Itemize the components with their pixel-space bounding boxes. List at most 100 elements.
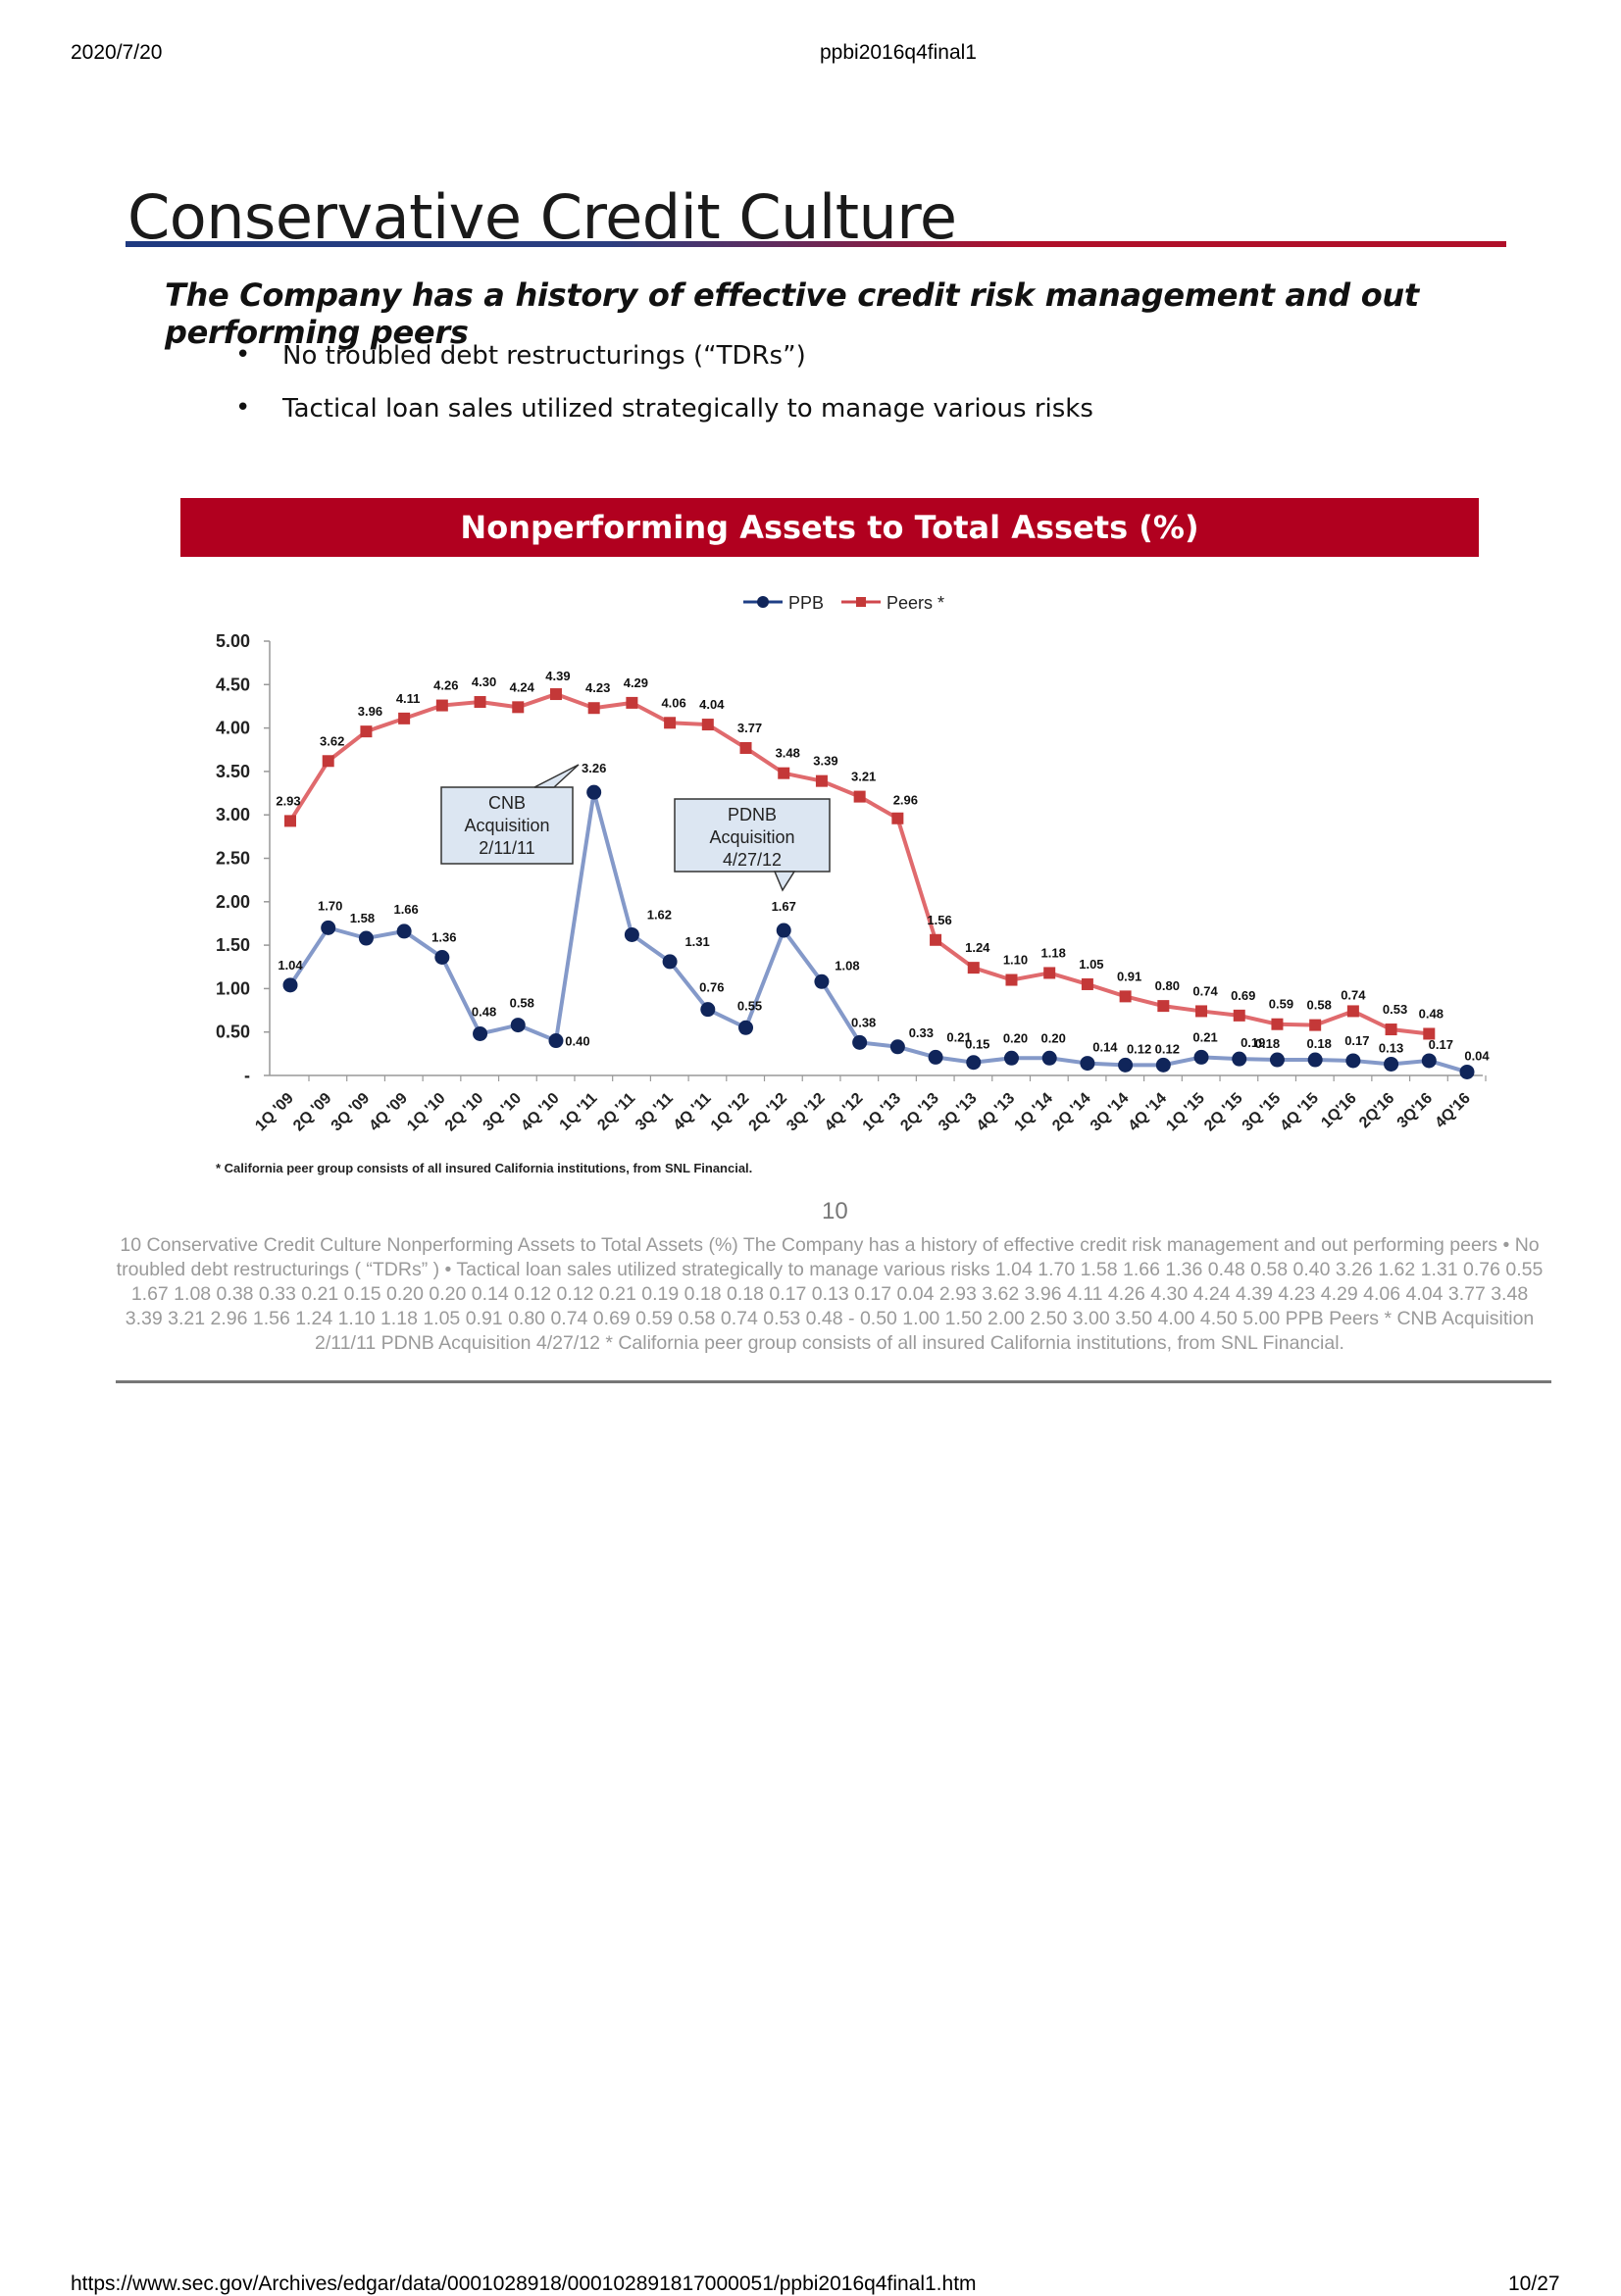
ppb-data-label: 0.15 (965, 1037, 989, 1052)
peers-data-label: 4.23 (585, 680, 610, 695)
ppb-data-label: 0.40 (565, 1034, 589, 1049)
ppb-data-point (1080, 1056, 1095, 1072)
peers-data-label: 4.24 (510, 679, 535, 694)
ppb-data-label: 1.66 (393, 902, 418, 917)
peers-data-point (664, 717, 677, 729)
x-tick-label: 3Q '12 (784, 1090, 829, 1135)
x-tick-label: 3Q '10 (481, 1090, 526, 1135)
x-tick-label: 2Q'16 (1356, 1090, 1397, 1131)
slide-alt-text: 10 Conservative Credit Culture Nonperfor… (116, 1234, 1544, 1354)
ppb-data-point (738, 1020, 754, 1035)
ppb-data-point (1459, 1064, 1475, 1079)
ppb-data-label: 0.17 (1344, 1033, 1369, 1048)
peers-data-point (512, 701, 525, 714)
ppb-data-label: 0.18 (1255, 1036, 1280, 1051)
peers-data-point (815, 774, 828, 787)
ppb-data-label: 1.31 (684, 934, 709, 949)
peers-data-point (1005, 973, 1018, 986)
callout-pointer (773, 871, 796, 892)
annotation-callout (674, 798, 831, 873)
ppb-data-point (1345, 1053, 1361, 1069)
peers-data-point (398, 712, 411, 724)
x-tick-label: 2Q '10 (442, 1090, 487, 1135)
peers-data-label: 3.62 (320, 733, 344, 748)
y-tick-label: 2.00 (216, 892, 250, 912)
annotation-text: CNB (488, 793, 526, 813)
peers-data-label: 3.39 (813, 754, 837, 769)
annotation-text: Acquisition (464, 816, 549, 835)
peers-data-label: 0.80 (1155, 978, 1180, 993)
section-divider (116, 1380, 1551, 1383)
ppb-data-point (1193, 1049, 1209, 1065)
ppb-data-label: 0.04 (1464, 1048, 1490, 1063)
chart-title: Nonperforming Assets to Total Assets (%) (460, 509, 1199, 546)
ppb-data-point (1384, 1056, 1399, 1072)
peers-data-label: 4.04 (699, 697, 725, 712)
peers-data-label: 0.48 (1419, 1006, 1444, 1021)
legend-marker (757, 596, 769, 608)
chart-footnote: * California peer group consists of all … (216, 1161, 753, 1175)
peers-data-point (930, 933, 942, 946)
peers-data-label: 1.10 (1003, 953, 1028, 968)
peers-data-label: 0.69 (1231, 988, 1255, 1003)
ppb-data-label: 0.76 (699, 980, 724, 995)
ppb-data-point (852, 1034, 868, 1050)
browser-url[interactable]: https://www.sec.gov/Archives/edgar/data/… (71, 2272, 977, 2295)
peers-data-label: 4.11 (396, 691, 421, 706)
peers-data-point (891, 812, 904, 824)
x-tick-label: 1Q '13 (860, 1090, 905, 1135)
y-tick-label: 1.50 (216, 935, 250, 955)
slide-title: Conservative Credit Culture (127, 181, 957, 253)
browser-page-counter: 10/27 (1508, 2272, 1560, 2295)
y-tick-label: - (244, 1066, 250, 1085)
ppb-data-label: 1.08 (835, 958, 859, 973)
ppb-data-point (510, 1018, 526, 1033)
peers-data-point (435, 699, 448, 712)
peers-data-label: 0.58 (1307, 998, 1332, 1013)
peers-data-label: 4.26 (433, 678, 458, 693)
x-tick-label: 2Q '14 (1049, 1090, 1094, 1135)
ppb-data-label: 1.36 (431, 930, 456, 945)
peers-data-point (284, 815, 296, 827)
peers-data-point (1233, 1009, 1245, 1022)
annotation-text: Acquisition (709, 827, 794, 847)
y-tick-label: 4.00 (216, 719, 250, 738)
y-tick-label: 1.00 (216, 978, 250, 998)
peers-data-point (1043, 967, 1056, 979)
x-tick-label: 4Q '10 (518, 1090, 563, 1135)
ppb-data-point (1003, 1050, 1019, 1066)
peers-data-point (778, 767, 790, 779)
peers-data-label: 0.74 (1192, 983, 1218, 998)
peers-data-label: 4.39 (545, 669, 570, 683)
callout-pointer (533, 764, 580, 788)
ppb-data-label: 0.21 (946, 1029, 971, 1044)
ppb-data-point (700, 1002, 716, 1018)
peers-data-label: 4.30 (472, 674, 496, 689)
x-tick-label: 3Q '15 (1240, 1090, 1285, 1135)
annotation-text: 4/27/12 (723, 850, 782, 870)
ppb-data-label: 0.48 (472, 1004, 496, 1019)
peers-data-label: 0.74 (1341, 987, 1366, 1002)
y-tick-label: 4.50 (216, 674, 250, 694)
ppb-data-point (396, 923, 412, 939)
ppb-data-point (1041, 1050, 1057, 1066)
y-tick-label: 2.50 (216, 849, 250, 869)
peers-data-label: 1.05 (1079, 957, 1103, 972)
x-tick-label: 4Q '13 (974, 1090, 1019, 1135)
ppb-data-label: 1.62 (647, 907, 672, 922)
bullet-text: No troubled debt restructurings (“TDRs”) (282, 341, 806, 371)
legend-label: Peers * (886, 593, 944, 613)
peers-data-label: 3.77 (737, 721, 762, 735)
annotation-text: PDNB (728, 805, 777, 824)
ppb-data-label: 0.33 (909, 1025, 934, 1040)
x-tick-label: 3Q '09 (329, 1090, 374, 1135)
browser-doc-title: ppbi2016q4final1 (820, 41, 977, 64)
ppb-data-label: 0.58 (510, 996, 534, 1011)
x-tick-label: 2Q '15 (1201, 1090, 1246, 1135)
ppb-data-point (776, 923, 791, 938)
ppb-data-point (548, 1033, 564, 1049)
x-tick-label: 1Q '15 (1163, 1090, 1208, 1135)
x-tick-label: 3Q '14 (1088, 1090, 1133, 1135)
peers-data-label: 1.24 (965, 940, 990, 955)
peers-data-label: 1.18 (1041, 945, 1066, 960)
